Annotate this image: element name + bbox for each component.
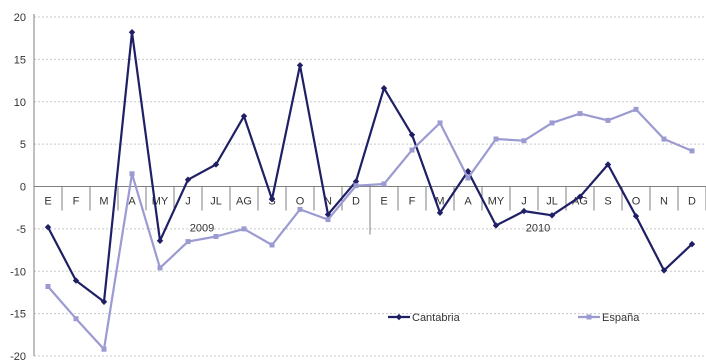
data-point xyxy=(269,242,275,248)
data-point xyxy=(436,209,444,216)
data-point xyxy=(549,120,555,126)
data-point xyxy=(212,161,220,168)
data-point xyxy=(185,239,191,245)
y-tick-label: 10 xyxy=(14,97,26,109)
legend-label: España xyxy=(602,312,640,324)
x-tick-label: S xyxy=(604,196,611,208)
x-tick-label: J xyxy=(185,196,191,208)
data-point xyxy=(72,277,80,284)
x-tick-label: E xyxy=(380,196,387,208)
data-point xyxy=(632,212,640,220)
data-point xyxy=(240,112,248,120)
data-point xyxy=(521,138,527,144)
data-point xyxy=(241,226,247,232)
y-tick-label: -5 xyxy=(16,224,26,236)
data-point xyxy=(604,161,612,168)
x-tick-label: AG xyxy=(236,196,252,208)
data-point xyxy=(353,183,359,189)
x-tick-label: O xyxy=(632,196,641,208)
y-tick-label: -20 xyxy=(10,351,26,360)
x-tick-label: J xyxy=(521,196,527,208)
data-point xyxy=(157,265,163,271)
series-line-2 xyxy=(47,108,693,351)
data-point xyxy=(605,117,611,123)
data-point xyxy=(520,207,528,215)
x-tick-label: N xyxy=(324,196,332,208)
x-tick-label: A xyxy=(128,196,136,208)
data-point xyxy=(381,181,387,187)
x-tick-label: M xyxy=(435,196,444,208)
data-point xyxy=(688,240,696,248)
x-tick-label: F xyxy=(409,196,416,208)
data-point xyxy=(213,234,219,240)
data-point xyxy=(324,211,332,218)
data-point xyxy=(100,298,108,305)
data-point xyxy=(128,29,136,36)
data-point xyxy=(268,196,276,203)
x-tick-label: E xyxy=(44,196,51,208)
x-tick-label: F xyxy=(73,196,80,208)
data-point xyxy=(492,222,500,229)
legend-marker xyxy=(395,313,403,321)
data-point xyxy=(661,136,667,142)
data-point xyxy=(548,212,556,219)
x-tick-label: M xyxy=(99,196,108,208)
data-point xyxy=(156,237,164,244)
x-tick-label: JL xyxy=(210,196,222,208)
x-tick-label: JL xyxy=(546,196,558,208)
legend: Cantabria España xyxy=(388,312,640,324)
x-tick-label: O xyxy=(296,196,305,208)
y-tick-label: 0 xyxy=(20,182,26,194)
data-point xyxy=(493,136,499,142)
series-line-1 xyxy=(47,31,693,303)
series-lines xyxy=(44,29,696,352)
x-tick-label: N xyxy=(660,196,668,208)
x-tick-label: A xyxy=(464,196,472,208)
legend-label: Cantabria xyxy=(412,312,461,324)
data-point xyxy=(689,148,695,154)
y-tick-label: 5 xyxy=(20,139,26,151)
data-point xyxy=(409,147,415,153)
axes: 20151050-5-10-15-20EFMAMYJJLAGSONDEFMAMY… xyxy=(10,12,706,360)
data-point xyxy=(184,176,192,183)
data-point xyxy=(660,267,668,274)
y-tick-label: -15 xyxy=(10,309,26,321)
data-point xyxy=(73,316,79,322)
y-tick-label: 15 xyxy=(14,54,26,66)
data-point xyxy=(577,111,583,117)
data-point xyxy=(296,62,304,69)
data-point xyxy=(325,217,331,223)
data-point xyxy=(101,346,107,352)
x-tick-label: D xyxy=(688,196,696,208)
year-label: 2009 xyxy=(190,223,214,235)
data-point xyxy=(44,223,52,231)
year-label: 2010 xyxy=(526,223,550,235)
y-tick-label: -10 xyxy=(10,266,26,278)
data-point xyxy=(45,284,51,290)
data-point xyxy=(408,131,416,139)
data-point xyxy=(129,171,135,177)
data-point xyxy=(465,175,471,181)
x-tick-label: D xyxy=(352,196,360,208)
y-tick-label: 20 xyxy=(14,12,26,24)
data-point xyxy=(380,84,388,92)
data-point xyxy=(437,120,443,126)
legend-marker xyxy=(586,314,592,320)
data-point xyxy=(352,178,360,185)
data-point xyxy=(297,206,303,212)
data-point xyxy=(633,106,639,112)
x-tick-label: MY xyxy=(488,196,505,208)
data-point xyxy=(576,193,584,200)
